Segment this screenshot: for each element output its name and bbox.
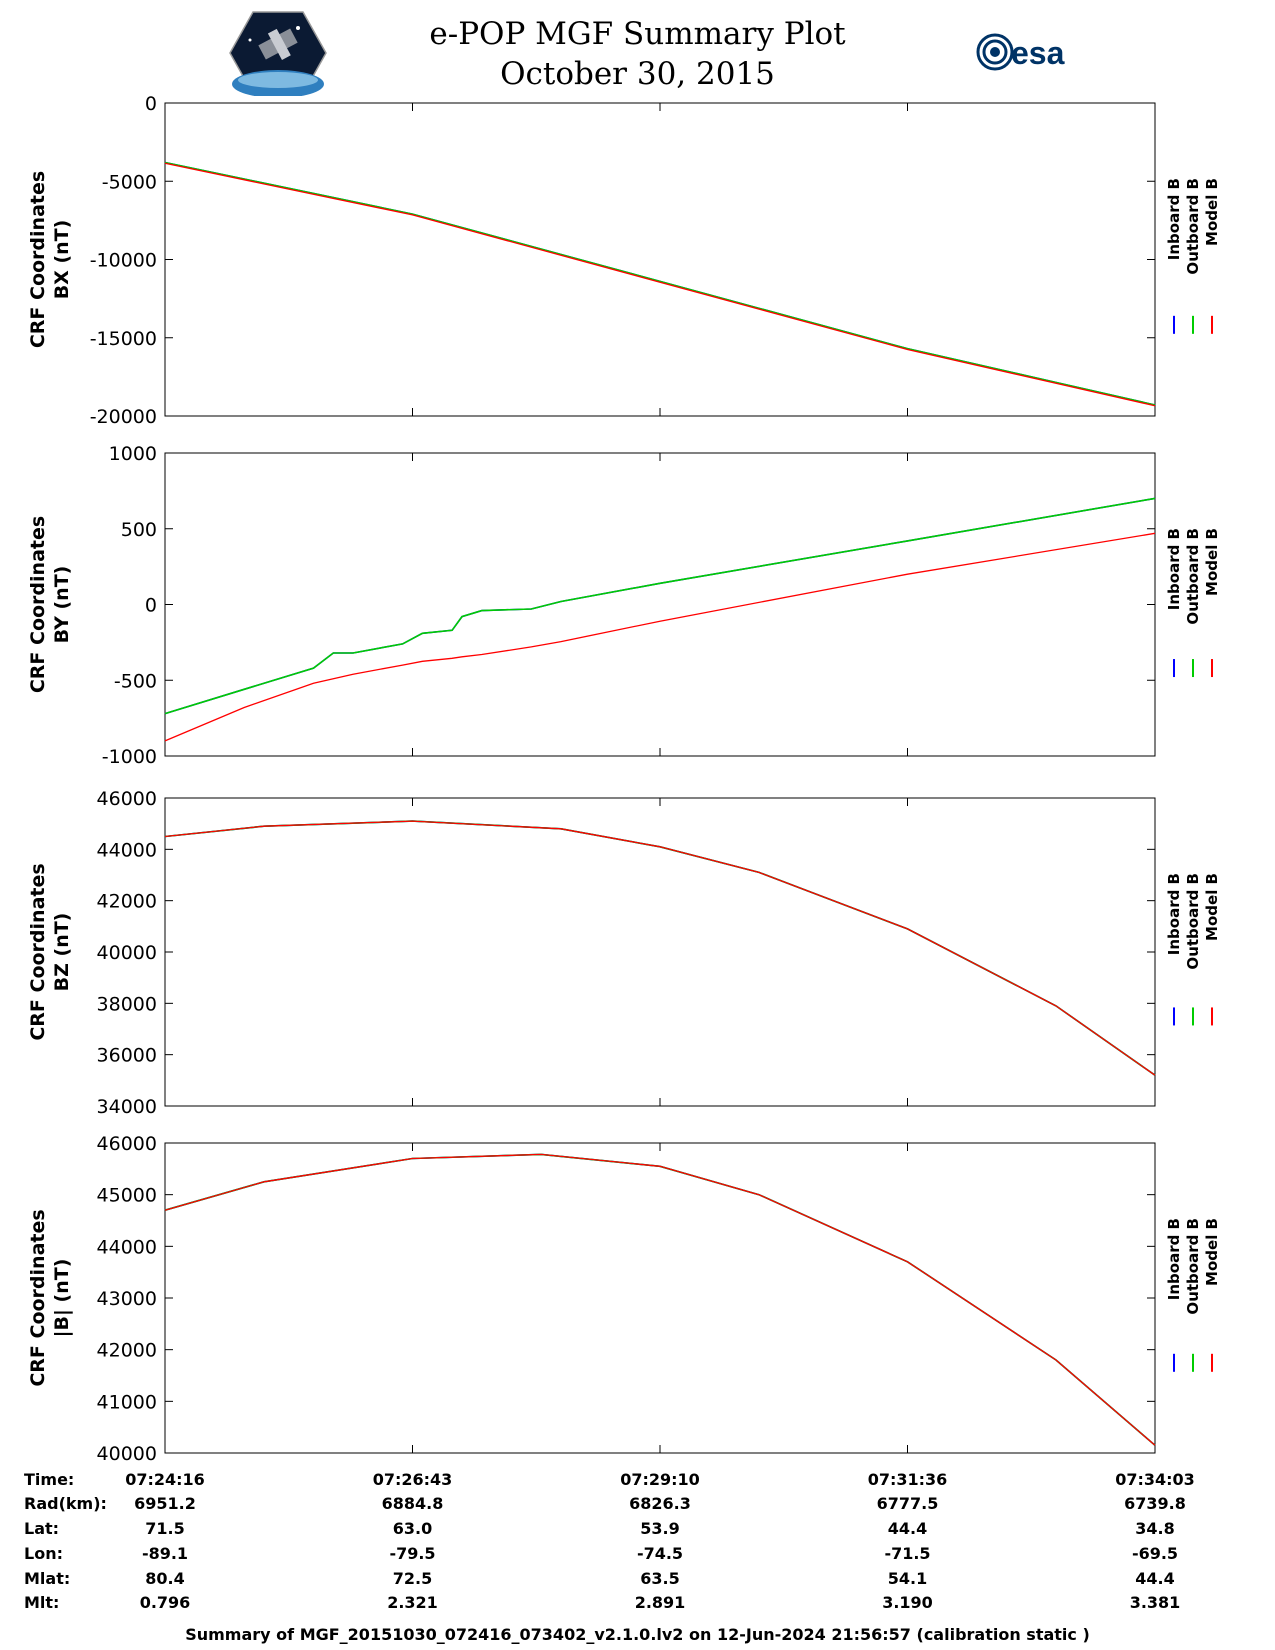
y-tick-label: 38000: [97, 993, 157, 1015]
legend-label-outboard-b: Outboard B: [1184, 1218, 1202, 1315]
y-axis-label-line1: CRF Coordinates: [27, 1209, 49, 1386]
y-tick-label: 500: [121, 519, 157, 541]
y-tick-label: 34000: [97, 1096, 157, 1118]
y-axis-label-line1: CRF Coordinates: [27, 863, 49, 1040]
legend-label-outboard-b: Outboard B: [1184, 178, 1202, 275]
series-line-model-b: [164, 532, 1156, 742]
y-tick-label: -10000: [90, 250, 157, 272]
y-tick-label: 40000: [97, 942, 157, 964]
y-tick-label: -5000: [102, 171, 157, 193]
plot-frame-1: [164, 102, 1156, 417]
legend-label-inboard-b: Inboard B: [1165, 178, 1183, 260]
legend-label-outboard-b: Outboard B: [1184, 528, 1202, 625]
plot-frame-2: [164, 452, 1156, 757]
series-line-inboard-b: [164, 161, 1156, 406]
y-axis-label-line2: |B| (nT): [51, 1259, 73, 1338]
plot-frame-3: [164, 797, 1156, 1107]
y-tick-label: 46000: [97, 788, 157, 810]
y-tick-label: 46000: [97, 1133, 157, 1155]
y-axis-label-line2: BX (nT): [51, 220, 73, 300]
series-line-outboard-b: [164, 820, 1156, 1076]
legend-label-inboard-b: Inboard B: [1165, 1218, 1183, 1300]
legend-label-model-b: Model B: [1203, 178, 1221, 246]
series-line-outboard-b: [164, 161, 1156, 406]
esa-logo-text: esa: [1011, 35, 1065, 71]
y-tick-label: 0: [145, 93, 157, 115]
y-tick-label: -15000: [90, 328, 157, 350]
y-axis-label-line1: CRF Coordinates: [27, 516, 49, 693]
y-axis-label-line2: BZ (nT): [51, 913, 73, 992]
y-axis-label-line1: CRF Coordinates: [27, 171, 49, 348]
footer-summary: Summary of MGF_20151030_072416_073402_v2…: [185, 1625, 1090, 1644]
legend-label-model-b: Model B: [1203, 528, 1221, 596]
y-tick-label: 44000: [97, 1236, 157, 1258]
y-tick-label: 1000: [109, 443, 157, 465]
legend-label-model-b: Model B: [1203, 1218, 1221, 1286]
series-line-inboard-b: [164, 1153, 1156, 1446]
legend-label-model-b: Model B: [1203, 873, 1221, 941]
y-tick-label: 43000: [97, 1288, 157, 1310]
y-tick-label: -1000: [102, 746, 157, 768]
legend-label-inboard-b: Inboard B: [1165, 528, 1183, 610]
y-tick-label: 41000: [97, 1391, 157, 1413]
series-line-model-b: [164, 162, 1156, 407]
series-line-model-b: [164, 1153, 1156, 1446]
y-axis-label-line2: BY (nT): [51, 566, 73, 644]
y-tick-label: -20000: [90, 406, 157, 428]
esa-logo: esa: [975, 30, 1085, 78]
y-tick-label: 0: [145, 595, 157, 617]
legend-label-inboard-b: Inboard B: [1165, 873, 1183, 955]
y-tick-label: 44000: [97, 839, 157, 861]
y-tick-label: 42000: [97, 1340, 157, 1362]
series-line-outboard-b: [164, 497, 1156, 715]
series-line-outboard-b: [164, 1153, 1156, 1446]
series-line-model-b: [164, 820, 1156, 1076]
legend-label-outboard-b: Outboard B: [1184, 873, 1202, 970]
y-tick-label: 40000: [97, 1443, 157, 1465]
plot-date: October 30, 2015: [500, 56, 775, 92]
cassiope-logo-icon: [228, 10, 328, 100]
plot-frame-4: [164, 1142, 1156, 1454]
plot-title-block: e-POP MGF Summary Plot October 30, 2015: [0, 14, 1275, 94]
series-line-inboard-b: [164, 820, 1156, 1076]
y-tick-label: 45000: [97, 1185, 157, 1207]
y-tick-label: 42000: [97, 891, 157, 913]
y-tick-label: 36000: [97, 1045, 157, 1067]
plot-title: e-POP MGF Summary Plot: [429, 16, 846, 52]
y-tick-label: -500: [114, 670, 157, 692]
series-line-inboard-b: [164, 497, 1156, 715]
